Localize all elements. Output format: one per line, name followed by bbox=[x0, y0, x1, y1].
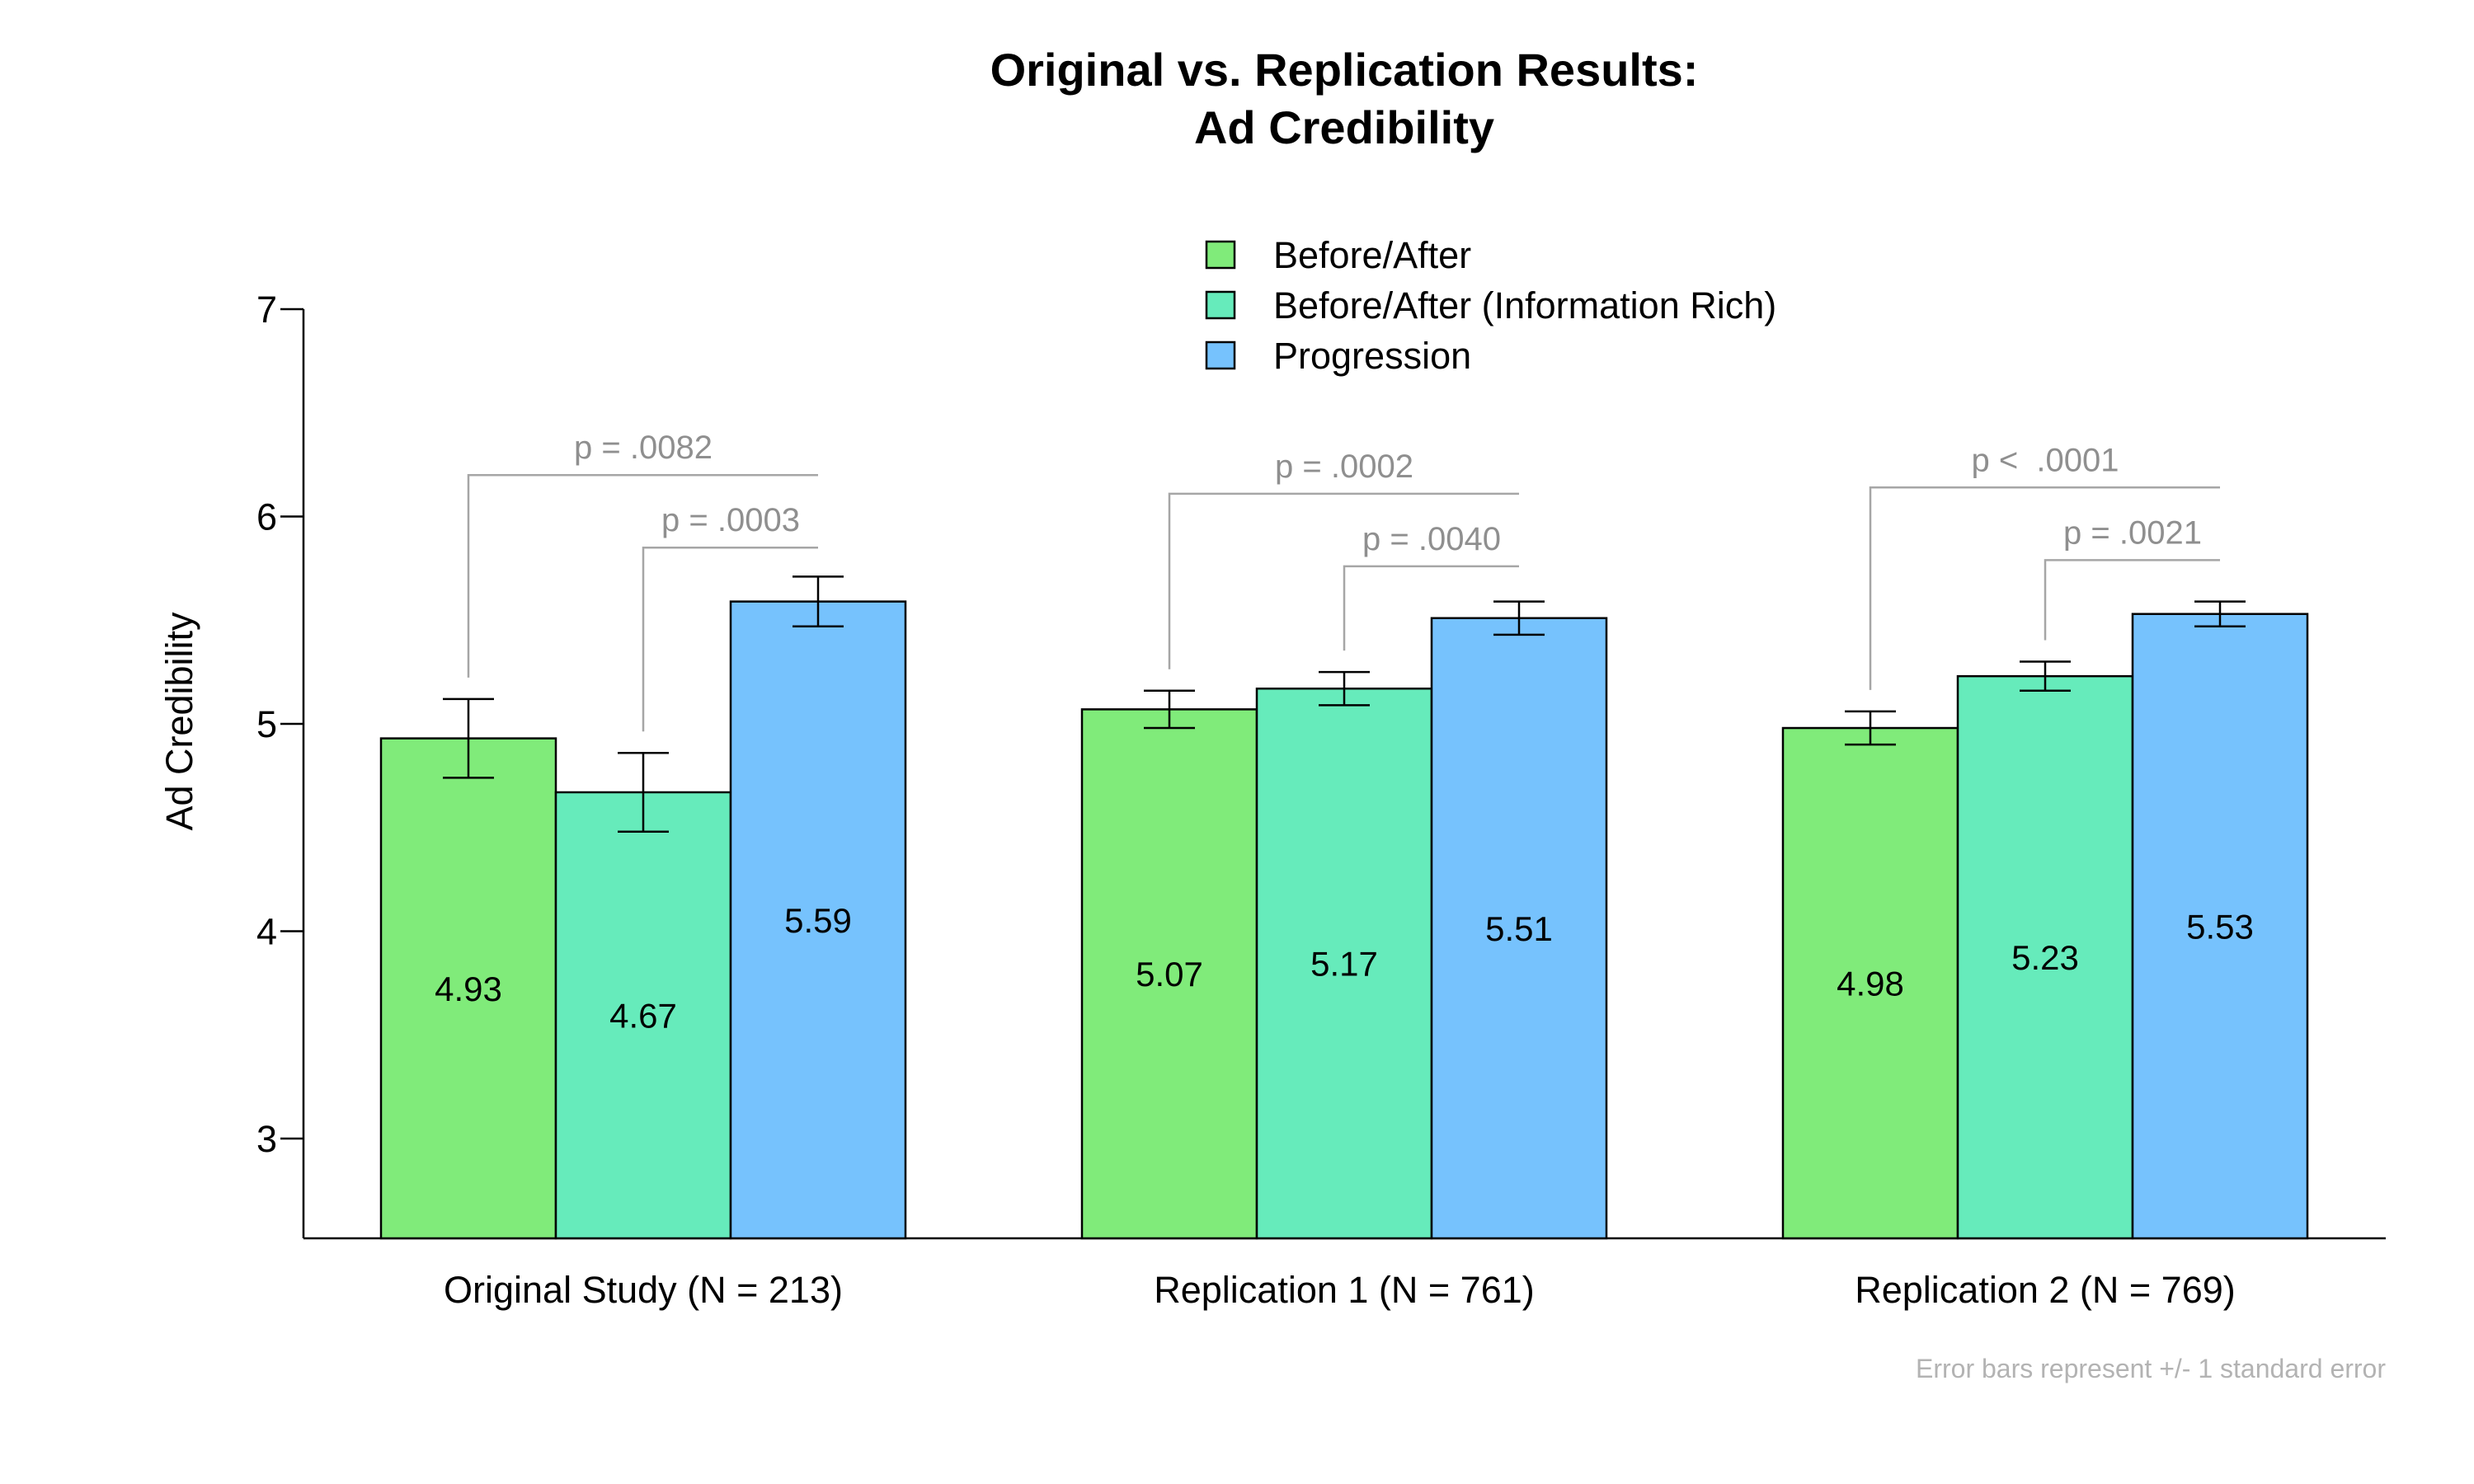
p-bracket-0 bbox=[467, 473, 818, 678]
value-label-0-2: 5.59 bbox=[784, 901, 852, 940]
y-tick-label-0: 3 bbox=[256, 1118, 277, 1160]
p-value-label-4: p < .0001 bbox=[1971, 442, 2119, 478]
chart-title-line-2: Ad Credibility bbox=[1194, 101, 1494, 153]
p-value-label-2: p = .0002 bbox=[1275, 448, 1413, 485]
legend-label-0: Before/After bbox=[1273, 234, 1471, 276]
error-bars bbox=[443, 575, 2246, 834]
legend-swatch-0 bbox=[1205, 240, 1236, 270]
x-category-label-2: Replication 2 (N = 769) bbox=[1855, 1269, 2236, 1311]
legend: Before/After Before/After (Information Ri… bbox=[1205, 234, 1776, 377]
footnote: Error bars represent +/- 1 standard erro… bbox=[1916, 1354, 2386, 1383]
value-labels: 4.93 4.67 5.59 5.07 5.17 5.51 4.98 5.23 5.53 bbox=[435, 901, 2254, 1036]
p-value-label-0: p = .0082 bbox=[574, 430, 713, 466]
y-axis-label: Ad Credibility bbox=[158, 612, 200, 831]
p-value-label-1: p = .0003 bbox=[661, 502, 800, 538]
value-label-2-0: 4.98 bbox=[1837, 965, 1904, 1003]
p-value-label-5: p = .0021 bbox=[2063, 514, 2202, 551]
bar-2-1 bbox=[1956, 674, 2134, 1240]
bar-1-1 bbox=[1255, 687, 1433, 1240]
p-bracket-4 bbox=[1869, 486, 2220, 690]
p-bracket-3 bbox=[1343, 565, 1519, 651]
p-value-label-3: p = .0040 bbox=[1362, 521, 1501, 557]
value-label-1-1: 5.17 bbox=[1310, 945, 1378, 984]
legend-swatch-1 bbox=[1205, 290, 1236, 320]
value-label-1-2: 5.51 bbox=[1485, 909, 1553, 948]
p-bracket-2 bbox=[1168, 492, 1519, 669]
x-category-label-0: Original Study (N = 213) bbox=[444, 1269, 843, 1311]
y-tick-label-2: 5 bbox=[256, 703, 277, 745]
bar-2-2 bbox=[2131, 613, 2309, 1240]
legend-label-1: Before/After (Information Rich) bbox=[1273, 284, 1776, 326]
legend-label-2: Progression bbox=[1273, 335, 1471, 377]
value-label-1-0: 5.07 bbox=[1136, 955, 1203, 993]
p-bracket-5 bbox=[2044, 559, 2220, 641]
bar-0-1 bbox=[554, 791, 732, 1240]
bar-1-2 bbox=[1430, 617, 1608, 1240]
p-bracket-1 bbox=[642, 546, 818, 732]
y-tick-label-4: 7 bbox=[256, 289, 277, 331]
chart-title: Original vs. Replication Results: Ad Cre… bbox=[990, 44, 1699, 153]
bars bbox=[379, 600, 2309, 1240]
bar-2-0 bbox=[1781, 726, 1959, 1240]
value-label-2-1: 5.23 bbox=[2011, 938, 2079, 977]
chart-title-line-1: Original vs. Replication Results: bbox=[990, 44, 1699, 96]
y-tick-label-1: 4 bbox=[256, 911, 277, 953]
value-label-2-2: 5.53 bbox=[2186, 907, 2254, 946]
value-label-0-1: 4.67 bbox=[609, 996, 677, 1035]
value-label-0-0: 4.93 bbox=[435, 970, 502, 1008]
legend-swatch-2 bbox=[1205, 340, 1236, 370]
x-category-label-1: Replication 1 (N = 761) bbox=[1154, 1269, 1535, 1311]
axes: 3 4 5 6 7 Ad Credibility Original Study (N = 2… bbox=[158, 289, 2386, 1311]
y-tick-label-3: 6 bbox=[256, 496, 277, 538]
p-value-brackets: p = .0082 p = .0003 p = .0002 p = .0040 p < … bbox=[467, 430, 2220, 732]
bar-0-2 bbox=[729, 600, 907, 1240]
